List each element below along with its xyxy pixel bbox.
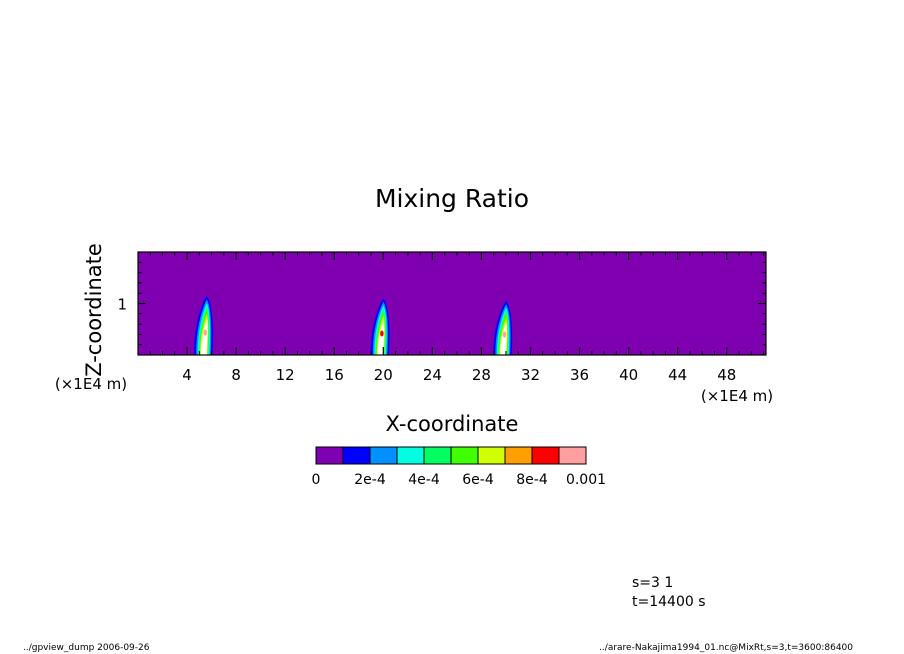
time-annotation: t=14400 s <box>632 594 706 610</box>
chart-title: Mixing Ratio <box>375 184 529 213</box>
plot-background <box>138 252 766 355</box>
plume-0 <box>194 295 213 355</box>
x-tick-label-8: 36 <box>570 366 589 384</box>
colorbar-swatch-1 <box>342 446 371 465</box>
x-tick-label-5: 24 <box>423 366 442 384</box>
y-tick-label-0: 1 <box>117 296 127 314</box>
plume-0-peak <box>203 329 208 336</box>
plume-1-peak <box>380 330 384 337</box>
colorbar-swatch-9 <box>558 446 587 465</box>
colorbar-label-5: 0.001 <box>566 472 606 488</box>
colorbar-label-3: 6e-4 <box>462 472 494 488</box>
footer-left: ../gpview_dump 2006-09-26 <box>23 643 150 653</box>
x-tick-label-6: 28 <box>472 366 491 384</box>
plume-1 <box>370 298 390 355</box>
plume-2-peak <box>502 331 507 338</box>
colorbar-swatch-0 <box>315 446 344 465</box>
colorbar-swatch-4 <box>423 446 452 465</box>
plume-2 <box>493 300 513 355</box>
x-axis-unit: (×1E4 m) <box>701 387 773 405</box>
plume-2-layer-5 <box>500 321 507 355</box>
colorbar-swatch-2 <box>369 446 398 465</box>
colorbar-label-1: 2e-4 <box>354 472 386 488</box>
colorbar-swatch-8 <box>531 446 560 465</box>
colorbar-swatch-5 <box>450 446 479 465</box>
colorbar-label-2: 4e-4 <box>408 472 440 488</box>
step-annotation: s=3 1 <box>632 575 673 591</box>
plume-layer <box>194 295 513 355</box>
plume-1-layer-5 <box>377 319 385 355</box>
plume-0-layer-5 <box>201 318 208 355</box>
x-tick-label-9: 40 <box>619 366 638 384</box>
x-tick-label-4: 20 <box>374 366 393 384</box>
colorbar-swatch-6 <box>477 446 506 465</box>
y-axis-unit: (×1E4 m) <box>55 375 127 393</box>
colorbar-swatch-3 <box>396 446 425 465</box>
colorbar: 0 2e-4 4e-4 6e-4 8e-4 0.001 <box>312 446 606 488</box>
x-tick-label-0: 4 <box>182 366 192 384</box>
footer-right: ../arare-Nakajima1994_01.nc@MixRt,s=3,t=… <box>599 643 853 653</box>
x-axis-label: X-coordinate <box>386 412 519 436</box>
y-tick-marks: 1 <box>117 261 766 346</box>
colorbar-swatch-7 <box>504 446 533 465</box>
x-tick-label-1: 8 <box>231 366 241 384</box>
colorbar-label-0: 0 <box>312 472 321 488</box>
y-axis-label: Z-coordinate <box>82 243 106 377</box>
plot-area: 4 8 12 16 20 24 28 32 36 40 44 48 1 <box>117 251 767 384</box>
x-tick-label-11: 48 <box>717 366 736 384</box>
x-tick-label-7: 32 <box>521 366 540 384</box>
x-tick-marks: 4 8 12 16 20 24 28 32 36 40 44 48 <box>149 252 765 384</box>
x-tick-label-2: 12 <box>276 366 295 384</box>
x-tick-label-3: 16 <box>325 366 344 384</box>
colorbar-label-4: 8e-4 <box>516 472 548 488</box>
x-tick-label-10: 44 <box>668 366 687 384</box>
